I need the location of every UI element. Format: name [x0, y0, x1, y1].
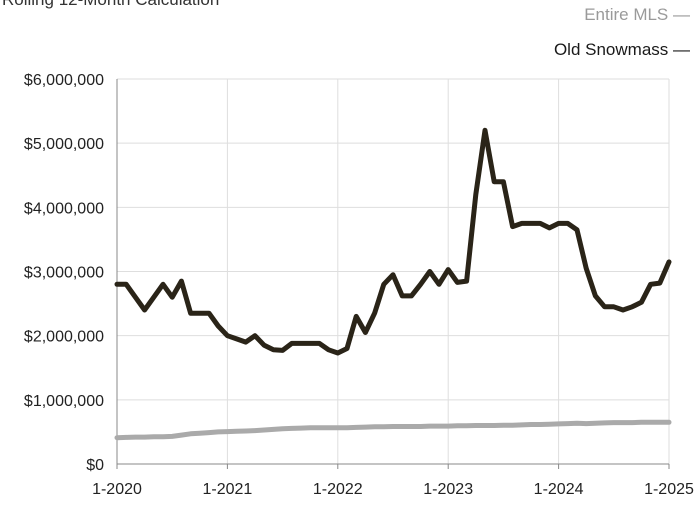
- legend-item-entire-mls: Entire MLS —: [584, 5, 690, 24]
- x-axis: 1-2020 1-2021 1-2022 1-2023 1-2024 1-2025: [92, 464, 694, 498]
- legend: Entire MLS — Old Snowmass —: [554, 5, 690, 59]
- series-line-old-snowmass: [114, 127, 672, 356]
- x-tick-label: 1-2021: [202, 481, 252, 498]
- x-tick-label: 1-2023: [423, 481, 473, 498]
- x-tick-label: 1-2024: [534, 481, 584, 498]
- x-tick-label: 1-2025: [644, 481, 694, 498]
- y-tick-label: $2,000,000: [24, 329, 104, 346]
- x-tick-label: 1-2022: [313, 481, 363, 498]
- y-axis: $0 $1,000,000 $2,000,000 $3,000,000 $4,000,0…: [24, 72, 104, 474]
- y-tick-label: $6,000,000: [24, 72, 104, 89]
- plot-area: [114, 127, 672, 441]
- y-tick-label: $1,000,000: [24, 393, 104, 410]
- series-line-entire-mls: [114, 419, 672, 441]
- y-tick-label: $3,000,000: [24, 265, 104, 282]
- chart-title: Rolling 12-Month Calculation: [2, 0, 219, 9]
- legend-item-old-snowmass: Old Snowmass —: [554, 40, 690, 59]
- y-tick-label: $4,000,000: [24, 200, 104, 217]
- y-tick-label: $0: [86, 457, 104, 474]
- x-tick-label: 1-2020: [92, 481, 142, 498]
- y-tick-label: $5,000,000: [24, 136, 104, 153]
- grid: [116, 78, 670, 465]
